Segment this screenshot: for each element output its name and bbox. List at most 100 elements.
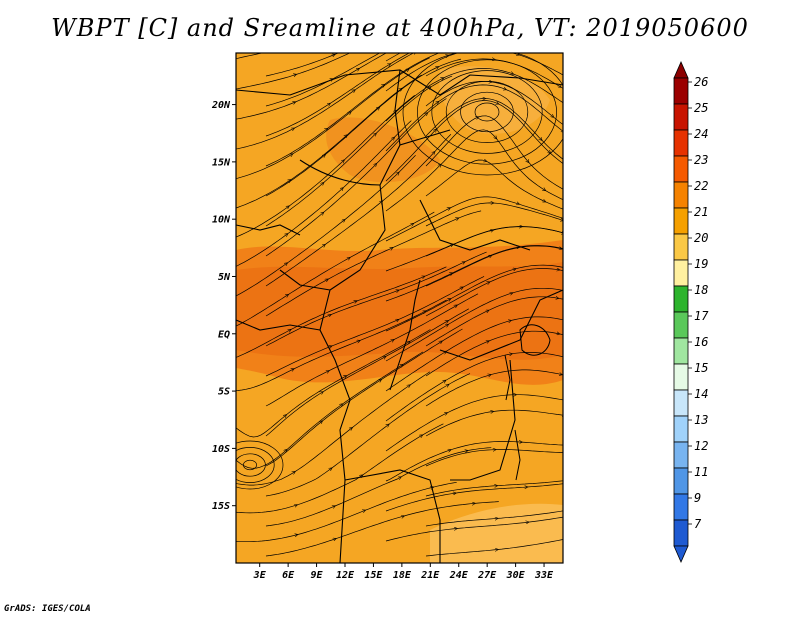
- streamline: [265, 104, 330, 137]
- colorbar-label: 14: [694, 387, 708, 401]
- streamline: [342, 365, 402, 405]
- streamline: [403, 503, 475, 517]
- streamline: [236, 180, 291, 209]
- streamline: [441, 328, 463, 342]
- streamline: [288, 160, 344, 207]
- streamline: [236, 330, 291, 358]
- colorbar-label: 23: [694, 153, 708, 167]
- streamline: [518, 203, 563, 219]
- streamline: [346, 89, 402, 136]
- gyre-streamline: [402, 53, 563, 176]
- streamline: [443, 68, 513, 79]
- country-borders: [236, 69, 563, 563]
- colorbar-label: 11: [694, 465, 708, 479]
- streamline: [236, 128, 294, 150]
- streamline: [393, 120, 412, 138]
- streamline: [435, 100, 498, 130]
- streamline: [358, 53, 387, 69]
- page-title: WBPT [C] and Sreamline at 400hPa, VT: 20…: [51, 14, 749, 42]
- streamline: [427, 98, 447, 114]
- streamline: [236, 75, 296, 90]
- streamline: [236, 415, 286, 438]
- streamline: [425, 256, 491, 287]
- streamline: [447, 308, 469, 322]
- streamline: [323, 134, 377, 184]
- streamline: [324, 108, 379, 156]
- colorbar: 26 25 24 23 22 21 20 19 18 17 16 15 14 13 12 11 9 7: [673, 61, 709, 563]
- streamline: [293, 341, 360, 370]
- streamline: [409, 329, 431, 342]
- streamline: [565, 416, 577, 417]
- streamline: [512, 287, 563, 294]
- gyre-streamline: [474, 102, 500, 122]
- streamline: [416, 42, 438, 52]
- lat-label: 20N: [211, 100, 231, 111]
- streamline: [286, 404, 343, 451]
- streamline: [425, 310, 489, 347]
- streamline: [385, 325, 448, 362]
- streamline: [462, 276, 485, 288]
- colorbar-segment: [673, 233, 689, 261]
- streamline: [322, 357, 386, 393]
- streamline: [467, 447, 492, 451]
- streamline: [452, 247, 519, 274]
- streamline: [553, 116, 563, 125]
- colorbar-label: 13: [694, 413, 708, 427]
- streamline: [491, 245, 562, 256]
- streamline: [385, 208, 450, 242]
- streamline: [385, 351, 446, 392]
- streamline: [356, 276, 425, 302]
- colorbar-segment: [673, 207, 689, 235]
- lat-label: 15N: [212, 157, 231, 168]
- streamline: [236, 263, 287, 297]
- streamline: [354, 53, 416, 91]
- colorbar-label: 19: [694, 257, 708, 271]
- latitude-axis: 20N 15N 10N 5N EQ 5S 10S 15S: [211, 100, 236, 512]
- streamline: [359, 311, 426, 341]
- warm-band-core: [236, 262, 563, 360]
- streamline: [265, 155, 325, 197]
- vortex-streamline: [236, 453, 266, 477]
- colorbar-label: 22: [694, 179, 708, 193]
- streamline: [265, 506, 335, 527]
- colorbar-bottom-arrow: [673, 545, 689, 563]
- colorbar-segment: [673, 415, 689, 443]
- streamline: [456, 522, 529, 529]
- streamline: [327, 248, 393, 280]
- streamline: [400, 451, 468, 478]
- vortex-streamline: [243, 459, 257, 471]
- streamline: [424, 266, 447, 277]
- streamline: [334, 477, 401, 507]
- streamline: [236, 505, 297, 514]
- lat-label: 15S: [212, 501, 230, 512]
- lat-label: 5N: [218, 272, 231, 283]
- streamline: [425, 203, 493, 227]
- colorbar-label: 16: [694, 335, 708, 349]
- colorbar-label: 20: [694, 231, 708, 245]
- streamline: [351, 385, 410, 429]
- streamline: [385, 165, 441, 212]
- streamline: [569, 509, 577, 510]
- streamline: [433, 481, 457, 488]
- streamline: [396, 95, 415, 111]
- streamline: [425, 518, 498, 527]
- streamline: [375, 87, 431, 134]
- streamline: [528, 516, 563, 523]
- streamline: [236, 535, 297, 543]
- streamline: [493, 409, 563, 415]
- colorbar-segment: [673, 103, 689, 131]
- vortex-streamline: [236, 447, 275, 483]
- streamline: [396, 43, 400, 45]
- streamline: [265, 245, 325, 287]
- streamline: [265, 279, 328, 317]
- streamline: [550, 152, 563, 164]
- streamline: [445, 321, 511, 352]
- streamline: [265, 468, 332, 497]
- streamline: [330, 290, 399, 316]
- lon-label: 21E: [420, 570, 440, 581]
- streamline: [385, 493, 456, 512]
- streamline: [510, 316, 563, 321]
- colorbar-label: 26: [694, 75, 708, 89]
- lon-label: 30E: [506, 570, 526, 581]
- streamline: [425, 375, 491, 407]
